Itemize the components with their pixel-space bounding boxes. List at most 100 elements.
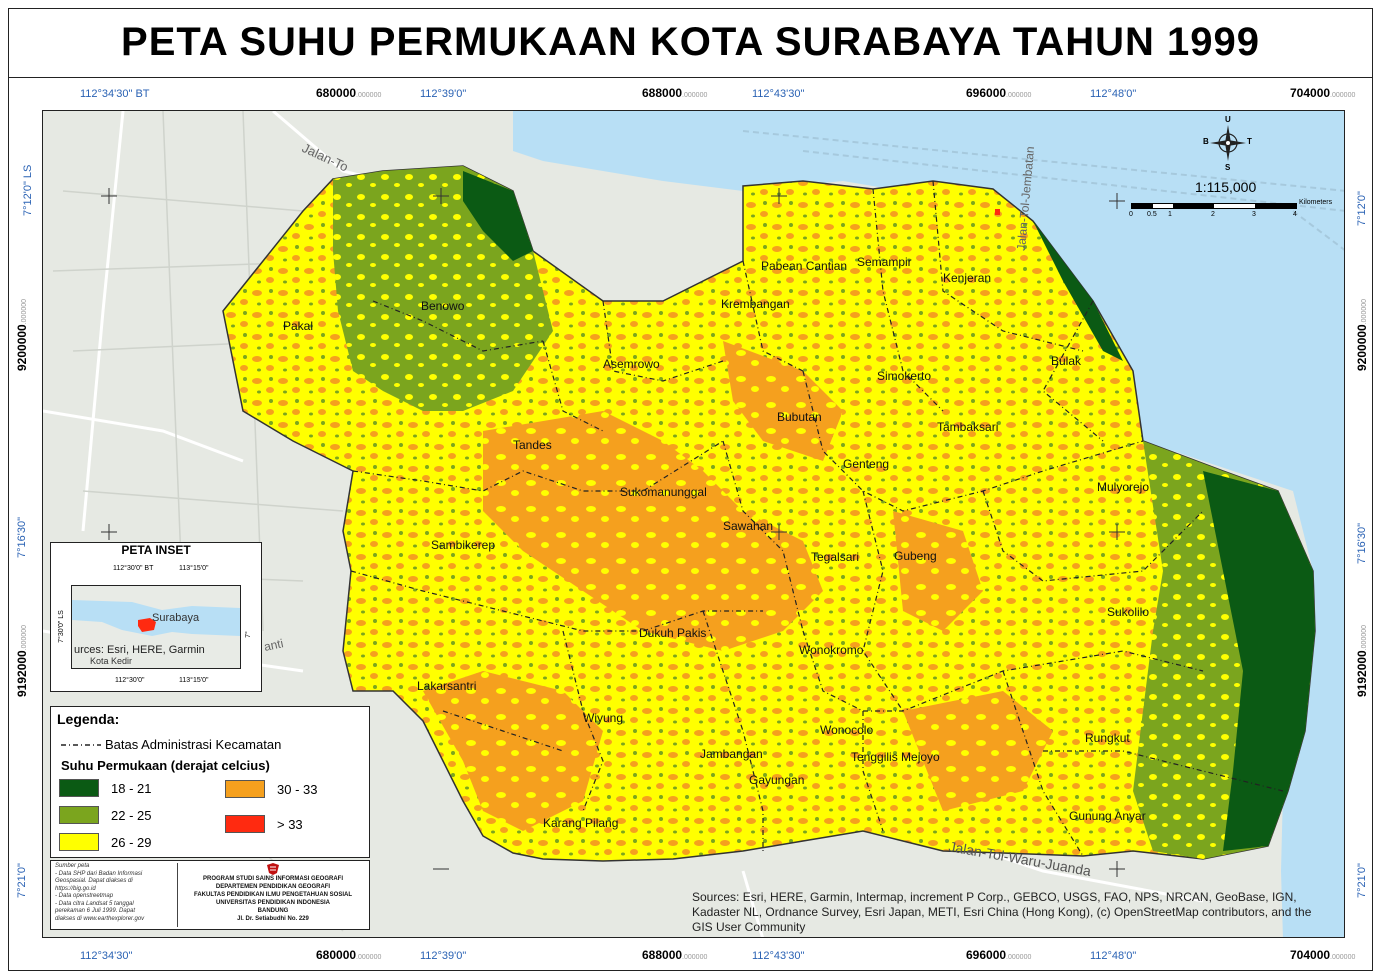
sea xyxy=(513,111,1344,937)
bottom-x-value-2: 688000 xyxy=(642,948,683,962)
institution-line: BANDUNG xyxy=(257,908,289,914)
top-lon-label-2: 112°39'0" xyxy=(420,88,467,100)
district-label: Sawahan xyxy=(723,519,774,533)
district-label: Sukomanunggal xyxy=(620,485,707,499)
district-label: Dukuh Pakis xyxy=(639,626,707,640)
info-box: Sumber peta - Data SHP dari Badan Inform… xyxy=(50,860,370,930)
institution-line: FAKULTAS PENDIDIKAN ILMU PENGETAHUAN SOS… xyxy=(193,892,352,898)
scale-ratio: 1:115,000 xyxy=(1195,179,1257,195)
legend-admin-label: Batas Administrasi Kecamatan xyxy=(105,737,282,752)
inset-city2-label: Kota Kedir xyxy=(90,656,133,666)
district-label: Genteng xyxy=(843,457,890,471)
legend-item: 26 - 29 xyxy=(59,833,151,851)
right-y-label-1: 9200000.000000 xyxy=(1355,283,1369,371)
top-x-suffix-3: .000000 xyxy=(1006,92,1032,99)
institution-block: PROGRAM STUDI SAINS INFORMASI GEOGRAFI D… xyxy=(177,863,368,927)
district-label: Kenjeran xyxy=(943,271,992,285)
title-bar: PETA SUHU PERMUKAAN KOTA SURABAYA TAHUN … xyxy=(8,8,1373,78)
north-label: U xyxy=(1225,115,1231,124)
source-note-line: diakses di www.earthexplorer.gov xyxy=(55,915,145,922)
top-lon-label-1: 112°34'30" BT xyxy=(80,88,150,100)
zone-dark-green-east xyxy=(1203,471,1315,851)
scale-segment xyxy=(1152,204,1173,208)
bottom-lon-label-4: 112°48'0" xyxy=(1090,950,1137,962)
right-y-suffix-1: .000000 xyxy=(1361,298,1368,325)
inset-top-lon-2: 113°15'0" xyxy=(179,565,209,572)
legend-item: 30 - 33 xyxy=(225,780,317,798)
institution-line: DEPARTEMEN PENDIDIKAN GEOGRAFI xyxy=(215,884,331,890)
top-x-suffix-2: .000000 xyxy=(682,92,708,99)
inset-city-label: Surabaya xyxy=(152,612,200,624)
district-label: Wonocolo xyxy=(820,723,874,737)
left-lat-label-2: 7°16'30" xyxy=(16,517,28,558)
map-frame-outer xyxy=(8,8,1373,971)
right-lat-label-2: 7°16'30" xyxy=(1356,523,1368,564)
source-note-line: Sumber peta xyxy=(55,863,90,869)
source-note-line: https://big.go.id xyxy=(55,885,96,892)
legend-swatch xyxy=(225,780,265,798)
district-label: Tenggilis Mejoyo xyxy=(851,750,940,764)
graticule-crosses xyxy=(101,188,1125,877)
inset-map-frame: Surabaya urces: Esri, HERE, Garmin Kota … xyxy=(71,585,241,669)
bottom-lon-label-1: 112°34'30" xyxy=(80,950,133,962)
scale-segment xyxy=(1214,204,1255,208)
scale-segment xyxy=(1173,204,1214,208)
legend-admin-row: Batas Administrasi Kecamatan xyxy=(61,737,281,752)
district-label: Tegalsari xyxy=(811,550,860,564)
institution-line: PROGRAM STUDI SAINS INFORMASI GEOGRAFI xyxy=(202,876,343,882)
legend-item: 18 - 21 xyxy=(59,779,151,797)
zone-orange-south-west xyxy=(423,671,603,831)
compass-icon xyxy=(1210,125,1246,161)
east-label: T xyxy=(1247,137,1252,146)
legend-swatch xyxy=(225,815,265,833)
legend-header: Legenda: xyxy=(57,711,120,727)
scale-bar xyxy=(1131,203,1297,209)
bottom-x-label-3: 696000.000000 xyxy=(966,948,1031,962)
district-label: Pakal xyxy=(283,319,314,333)
district-label: Sambikerep xyxy=(431,538,496,552)
north-arrow: U S T B xyxy=(1203,115,1253,172)
bottom-x-label-2: 688000.000000 xyxy=(642,948,707,962)
bottom-x-suffix-4: .000000 xyxy=(1330,954,1356,961)
top-x-value-2: 688000 xyxy=(642,86,683,100)
district-label: Tandes xyxy=(513,438,552,452)
district-label: Sukolilo xyxy=(1107,605,1150,619)
inset-top-lon-1: 112°30'0" BT xyxy=(113,565,154,572)
legend: Legenda: Batas Administrasi Kecamatan Su… xyxy=(50,706,370,858)
bottom-x-value-4: 704000 xyxy=(1290,948,1331,962)
bottom-x-value-3: 696000 xyxy=(966,948,1007,962)
district-label: Gunung Anyar xyxy=(1069,809,1146,823)
legend-swatch xyxy=(59,833,99,851)
zone-orange-gubeng xyxy=(893,511,983,631)
district-label: Wonokromo xyxy=(799,643,864,657)
top-x-suffix-1: .000000 xyxy=(356,92,382,99)
district-boundaries xyxy=(350,180,1284,857)
legend-item-label: 22 - 25 xyxy=(111,807,152,823)
institution-line: Jl. Dr. Setiabudhi No. 229 xyxy=(237,916,309,922)
left-lat-label-1: 7°12'0" LS xyxy=(22,164,34,216)
district-label: Krembangan xyxy=(721,297,790,311)
district-label: Tambaksari xyxy=(937,420,999,434)
right-y-value-1: 9200000 xyxy=(1355,324,1369,371)
district-label: Benowo xyxy=(421,299,465,313)
legend-item: 22 - 25 xyxy=(59,806,151,824)
zone-orange-bubutan xyxy=(723,341,843,461)
bottom-lon-label-2: 112°39'0" xyxy=(420,950,467,962)
district-label: Asemrowo xyxy=(603,357,660,371)
top-lon-label-3: 112°43'30" xyxy=(752,88,805,100)
legend-item-label: 30 - 33 xyxy=(277,781,318,797)
inset-title: PETA INSET xyxy=(121,543,191,557)
top-x-label-2: 688000.000000 xyxy=(642,86,707,100)
top-x-label-3: 696000.000000 xyxy=(966,86,1031,100)
district-label: Simokerto xyxy=(877,369,932,383)
source-note-line: Geospasial. Dapat diakses di xyxy=(55,878,133,884)
district-label: Jambangan xyxy=(700,747,763,761)
map-title: PETA SUHU PERMUKAAN KOTA SURABAYA TAHUN … xyxy=(121,20,1260,64)
zone-orange-center xyxy=(483,411,823,651)
bottom-x-suffix-3: .000000 xyxy=(1006,954,1032,961)
district-label: Gubeng xyxy=(894,549,937,563)
district-label: Gayungan xyxy=(749,773,805,787)
left-y-label-2: 9192000.000000 xyxy=(15,609,29,697)
inset-bottom-lon-1: 112°30'0" xyxy=(115,677,145,684)
zone-orange-south-east xyxy=(903,691,1053,811)
